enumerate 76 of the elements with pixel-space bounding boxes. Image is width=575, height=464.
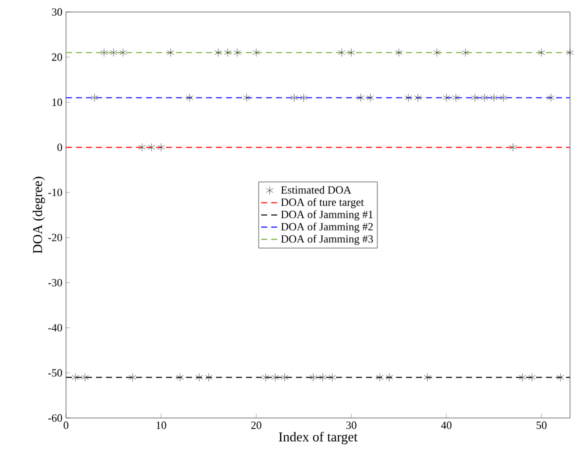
point	[442, 94, 450, 102]
y-axis-title: DOA (degree)	[32, 176, 45, 254]
point	[166, 48, 174, 57]
point	[300, 94, 308, 102]
y-tick-label: -50	[48, 369, 62, 377]
point	[366, 94, 374, 102]
point	[319, 373, 326, 382]
legend-label: DOA of Jamming #2	[281, 222, 373, 233]
x-tick-label: 20	[251, 422, 262, 429]
point	[272, 373, 279, 382]
legend-label: DOA of ture target	[281, 198, 364, 208]
point	[72, 373, 80, 382]
point	[480, 94, 488, 102]
point	[224, 48, 232, 57]
y-tick-label: 20	[52, 53, 62, 61]
x-axis-title: Index of target	[278, 432, 358, 444]
y-tick-label: -60	[48, 414, 62, 422]
point	[348, 48, 355, 57]
point	[195, 373, 203, 382]
point	[186, 94, 194, 102]
y-tick-label: 30	[52, 8, 62, 16]
y-tick-label: -40	[48, 324, 62, 332]
point	[119, 48, 127, 57]
point	[518, 373, 526, 382]
legend-label: DOA of Jamming #1	[281, 210, 373, 220]
point	[395, 48, 402, 57]
legend-label: Estimated DOA	[281, 186, 352, 194]
point	[148, 143, 156, 152]
y-tick-label: -10	[48, 188, 62, 196]
x-tick-label: 10	[156, 422, 166, 429]
point	[252, 48, 260, 57]
point	[528, 373, 536, 382]
point	[138, 143, 146, 152]
point	[452, 94, 460, 102]
point	[157, 143, 165, 152]
y-tick-label: -30	[48, 278, 62, 286]
x-tick-label: 30	[346, 422, 356, 429]
point	[234, 48, 241, 57]
point	[566, 48, 574, 57]
y-tick-label: 0	[57, 144, 62, 152]
point	[328, 373, 336, 382]
point	[471, 94, 479, 102]
x-tick-label: 50	[536, 422, 547, 429]
point	[81, 373, 89, 382]
point	[404, 94, 412, 102]
point	[128, 373, 136, 382]
x-tick-label: 40	[441, 422, 452, 429]
point	[538, 48, 546, 57]
point	[338, 48, 346, 57]
point	[376, 373, 384, 382]
y-tick-label: 10	[52, 98, 62, 106]
point	[490, 94, 498, 102]
x-tick-label: 0	[64, 422, 68, 429]
point	[243, 94, 250, 102]
point	[386, 373, 393, 382]
point	[424, 373, 432, 382]
point	[90, 94, 98, 102]
point	[414, 94, 422, 102]
point	[214, 48, 222, 57]
point	[290, 94, 298, 102]
point	[462, 48, 470, 57]
point	[100, 48, 108, 57]
point	[110, 48, 118, 57]
point	[281, 373, 288, 382]
point	[357, 94, 364, 102]
point	[509, 143, 517, 152]
point	[310, 373, 317, 382]
point	[262, 373, 270, 382]
point	[433, 48, 441, 57]
point	[204, 373, 212, 382]
point	[556, 373, 564, 382]
legend-label: DOA of Jamming #3	[281, 234, 373, 245]
point	[176, 373, 184, 382]
point	[500, 94, 508, 102]
y-tick-label: -20	[48, 234, 62, 242]
point	[547, 94, 555, 102]
